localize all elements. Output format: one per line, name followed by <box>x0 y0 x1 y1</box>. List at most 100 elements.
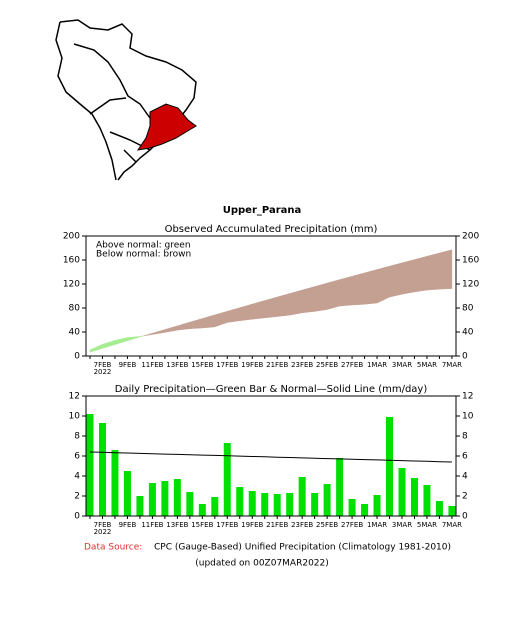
y2-tick-label: 2 <box>462 492 468 502</box>
y-tick-label: 2 <box>74 492 80 502</box>
x-tick-label: 25FEB <box>316 521 338 529</box>
x-tick-label: 5MAR <box>417 521 437 529</box>
x-tick-label: 17FEB <box>216 361 238 369</box>
anomaly-area <box>376 265 390 304</box>
anomaly-area <box>264 296 278 319</box>
bar <box>323 484 331 516</box>
x-tick-label: 11FEB <box>141 361 163 369</box>
anomaly-area <box>439 249 453 290</box>
y-tick-label: 0 <box>74 352 80 362</box>
bar <box>311 493 319 516</box>
y2-tick-label: 4 <box>462 472 468 482</box>
anomaly-area <box>401 259 415 295</box>
bar <box>123 471 131 516</box>
bar <box>448 506 456 516</box>
x-tick-label: 13FEB <box>166 361 188 369</box>
bar <box>186 492 194 516</box>
anomaly-area <box>114 337 128 345</box>
updated-note: (updated on 00Z07MAR2022) <box>195 559 329 569</box>
y2-tick-label: 80 <box>462 304 474 314</box>
y2-tick-label: 120 <box>462 280 479 290</box>
x-tick-label: 21FEB <box>266 521 288 529</box>
bar <box>373 495 381 516</box>
bar <box>386 417 394 516</box>
bar <box>423 485 431 516</box>
anomaly-area <box>127 336 141 342</box>
bar <box>298 477 306 516</box>
bar <box>236 487 244 516</box>
anomaly-area <box>364 269 378 305</box>
bar <box>348 499 356 516</box>
y2-tick-label: 0 <box>462 512 468 522</box>
anomaly-area <box>351 272 365 306</box>
x-tick-label: 5MAR <box>417 361 437 369</box>
bar <box>361 504 369 516</box>
anomaly-area <box>214 310 228 328</box>
bar <box>336 458 344 516</box>
bar <box>261 493 269 516</box>
y-tick-label: 40 <box>69 328 81 338</box>
x-tick-label: 7MAR <box>442 361 462 369</box>
x-tick-label: 3MAR <box>392 361 412 369</box>
y-tick-label: 80 <box>69 304 81 314</box>
y-tick-label: 4 <box>74 472 80 482</box>
anomaly-area <box>251 300 265 320</box>
source-text: CPC (Gauge-Based) Unified Precipitation … <box>154 543 451 553</box>
anomaly-area <box>239 303 253 322</box>
annotation: Above normal: green <box>96 241 191 251</box>
region-map <box>55 19 197 181</box>
x-tick-label: 7FEB <box>94 361 112 369</box>
x-tick-label: 23FEB <box>291 521 313 529</box>
anomaly-area <box>389 262 403 298</box>
anomaly-area <box>339 275 353 307</box>
x-tick-label: 21FEB <box>266 361 288 369</box>
source-label: Data Source: <box>84 543 142 553</box>
anomaly-area <box>314 282 328 312</box>
plot-frame <box>85 235 457 357</box>
x-tick-label: 19FEB <box>241 361 263 369</box>
x-tick-label: 9FEB <box>119 521 137 529</box>
anomaly-area <box>414 255 428 293</box>
y2-tick-label: 40 <box>462 328 474 338</box>
x-sublabel: 2022 <box>94 528 112 536</box>
anomaly-area <box>202 314 216 329</box>
y-tick-label: 8 <box>74 432 80 442</box>
x-tick-label: 1MAR <box>367 521 387 529</box>
y2-tick-label: 200 <box>462 232 479 242</box>
x-tick-label: 9FEB <box>119 361 137 369</box>
x-tick-label: 25FEB <box>316 361 338 369</box>
bar <box>198 504 206 516</box>
x-tick-label: 11FEB <box>141 521 163 529</box>
anomaly-area <box>164 325 178 333</box>
x-tick-label: 15FEB <box>191 361 213 369</box>
anomaly-area <box>177 321 191 331</box>
bar <box>435 501 443 516</box>
region-highlight <box>136 103 197 151</box>
anomaly-area <box>143 332 153 337</box>
bar <box>98 423 106 516</box>
plot-frame <box>85 395 457 517</box>
y-tick-label: 6 <box>74 452 80 462</box>
bar <box>136 496 144 516</box>
x-tick-label: 1MAR <box>367 361 387 369</box>
anomaly-area <box>152 329 166 335</box>
bar <box>173 479 181 516</box>
y-tick-label: 200 <box>63 232 80 242</box>
anomaly-area <box>426 252 440 291</box>
annotation: Below normal: brown <box>96 250 191 260</box>
chart-title: Observed Accumulated Precipitation (mm) <box>165 224 378 235</box>
normal-line <box>89 451 452 463</box>
x-tick-label: 27FEB <box>341 521 363 529</box>
y2-tick-label: 160 <box>462 256 479 266</box>
page-title: Upper_Parana <box>223 205 302 216</box>
x-tick-label: 13FEB <box>166 521 188 529</box>
anomaly-area <box>89 343 103 353</box>
x-tick-label: 15FEB <box>191 521 213 529</box>
bar <box>273 494 281 516</box>
bar <box>161 481 169 516</box>
x-tick-label: 27FEB <box>341 361 363 369</box>
y2-tick-label: 12 <box>462 392 473 402</box>
y-tick-label: 10 <box>69 412 81 422</box>
bar <box>223 443 231 516</box>
